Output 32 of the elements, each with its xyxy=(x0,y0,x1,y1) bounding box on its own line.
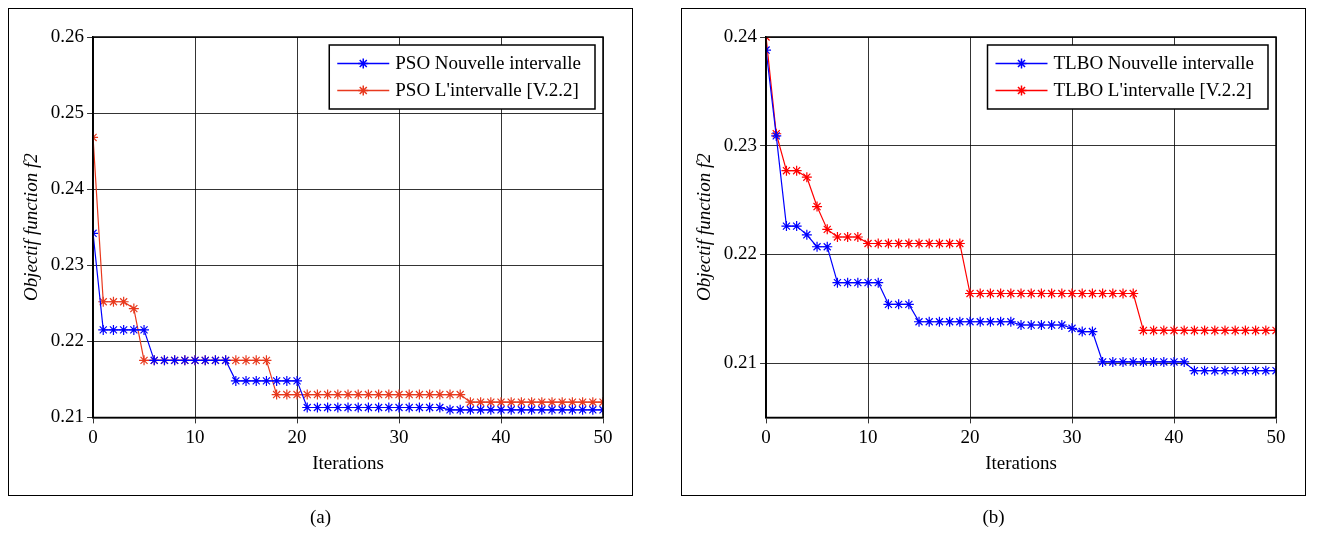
legend-label: TLBO L'intervalle [V.2.2] xyxy=(1053,79,1252,101)
y-tick-label: 0.22 xyxy=(723,242,758,264)
x-axis-title: Iterations xyxy=(312,451,384,473)
legend-label: PSO Nouvelle intervalle xyxy=(395,52,582,74)
y-tick-label: 0.25 xyxy=(50,101,85,123)
x-tick-label: 10 xyxy=(185,425,205,447)
x-tick-label: 0 xyxy=(761,425,771,447)
y-tick-label: 0.23 xyxy=(723,133,758,155)
y-tick-label: 0.26 xyxy=(50,24,85,46)
y-tick-label: 0.24 xyxy=(723,24,758,46)
y-tick-label: 0.24 xyxy=(50,177,85,199)
y-axis-title: Objectif function f2 xyxy=(693,152,715,302)
x-tick-label: 40 xyxy=(491,425,511,447)
x-tick-label: 10 xyxy=(858,425,878,447)
x-tick-label: 20 xyxy=(287,425,307,447)
legend-label: TLBO Nouvelle intervalle xyxy=(1053,52,1255,74)
text: (b) xyxy=(981,506,1006,528)
x-tick-label: 50 xyxy=(593,425,613,447)
x-tick-label: 20 xyxy=(960,425,980,447)
x-tick-label: 30 xyxy=(1062,425,1082,447)
x-tick-label: 30 xyxy=(389,425,409,447)
y-tick-label: 0.23 xyxy=(50,253,85,275)
y-tick-label: 0.21 xyxy=(723,351,758,373)
x-tick-label: 40 xyxy=(1164,425,1184,447)
y-tick-label: 0.21 xyxy=(50,405,85,427)
y-tick-label: 0.22 xyxy=(50,329,85,351)
legend-label: PSO L'intervalle [V.2.2] xyxy=(395,79,579,101)
x-tick-label: 50 xyxy=(1266,425,1286,447)
x-tick-label: 0 xyxy=(88,425,98,447)
y-axis-title: Objectif function f2 xyxy=(20,152,42,302)
x-axis-title: Iterations xyxy=(985,451,1057,473)
text: (a) xyxy=(308,506,333,528)
